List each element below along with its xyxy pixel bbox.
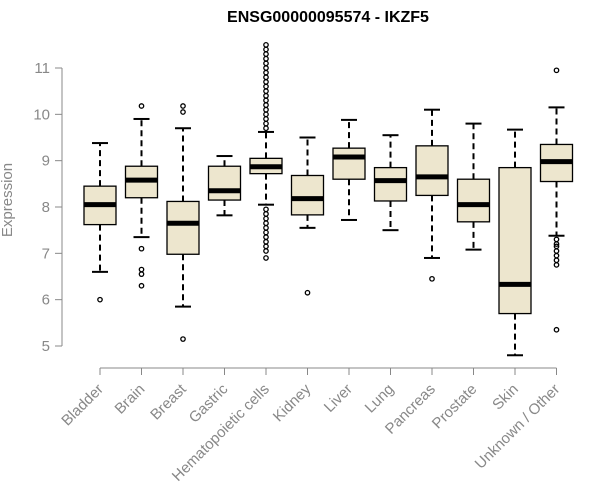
- outlier-point: [553, 67, 560, 74]
- box-lung: [373, 134, 408, 232]
- x-tick-label: Kidney: [270, 380, 315, 425]
- outlier-point: [138, 266, 145, 273]
- box-gastric: [207, 155, 242, 217]
- outlier-point: [263, 79, 269, 85]
- outlier-point: [263, 111, 269, 118]
- box-pancreas: [415, 108, 449, 282]
- box-breast: [166, 103, 200, 342]
- outlier-point: [138, 282, 145, 289]
- outlier-point: [263, 74, 269, 81]
- y-tick-label: 10: [33, 106, 50, 123]
- outlier-point: [553, 252, 560, 259]
- outlier-point: [553, 236, 560, 243]
- x-tick-label: Liver: [321, 381, 356, 416]
- outlier-point: [263, 125, 269, 132]
- plot-area: [83, 41, 574, 357]
- outlier-point: [138, 271, 145, 278]
- outlier-point: [263, 97, 269, 104]
- box-hematopoietic-cells: [249, 41, 283, 261]
- outlier-point: [553, 262, 560, 268]
- outlier-point: [97, 296, 103, 303]
- outlier-point: [263, 46, 269, 53]
- outlier-point: [263, 88, 269, 95]
- y-tick-label: 9: [42, 153, 50, 170]
- y-tick-label: 8: [42, 199, 50, 216]
- outlier-point: [263, 229, 269, 236]
- outlier-point: [263, 55, 269, 62]
- outlier-point: [553, 248, 560, 254]
- outlier-point: [553, 241, 560, 247]
- iqr-box: [498, 166, 532, 315]
- x-tick-label: Breast: [147, 380, 190, 423]
- chart-title: ENSG00000095574 - IKZF5: [227, 9, 429, 26]
- y-tick-label: 5: [42, 338, 50, 355]
- y-tick-label: 6: [42, 292, 50, 309]
- outlier-point: [263, 92, 269, 99]
- iqr-box: [166, 200, 200, 255]
- box-liver: [332, 118, 366, 221]
- outlier-point: [263, 69, 269, 76]
- iqr-box: [456, 178, 491, 223]
- iqr-box: [290, 174, 325, 216]
- outlier-point: [263, 211, 269, 217]
- box-kidney: [290, 136, 325, 296]
- x-tick-label: Skin: [489, 381, 522, 414]
- outlier-point: [263, 102, 269, 108]
- x-tick-label: Brain: [112, 381, 149, 418]
- iqr-box: [415, 145, 449, 197]
- outlier-point: [263, 120, 269, 127]
- outlier-point: [263, 243, 269, 250]
- outlier-point: [553, 257, 560, 264]
- box-prostate: [456, 122, 491, 251]
- outlier-point: [180, 336, 186, 342]
- y-tick-label: 11: [34, 60, 50, 77]
- outlier-point: [180, 103, 186, 109]
- outlier-point: [263, 255, 269, 261]
- box-brain: [124, 103, 159, 289]
- outlier-point: [263, 248, 269, 254]
- outlier-point: [429, 275, 435, 282]
- box-bladder: [83, 142, 117, 303]
- outlier-point: [304, 289, 311, 296]
- outlier-point: [263, 234, 269, 240]
- outlier-point: [263, 60, 269, 67]
- outlier-point: [263, 51, 269, 57]
- outlier-point: [263, 65, 269, 71]
- iqr-box: [332, 147, 366, 180]
- outlier-point: [180, 109, 186, 115]
- outlier-point: [263, 116, 269, 122]
- y-axis-label: Expression: [0, 163, 16, 237]
- y-axis: 5 6 7 8 9 10 11: [33, 60, 63, 355]
- outlier-point: [263, 225, 269, 231]
- outlier-point: [263, 41, 269, 48]
- outlier-point: [138, 245, 145, 252]
- x-tick-label: Prostate: [429, 381, 481, 433]
- outlier-point: [263, 106, 269, 113]
- iqr-box: [207, 165, 242, 201]
- box-unknown-other: [539, 67, 574, 333]
- outlier-point: [263, 215, 269, 222]
- outlier-point: [263, 83, 269, 90]
- outlier-point: [553, 326, 560, 333]
- outlier-point: [138, 103, 145, 109]
- x-tick-label: Bladder: [58, 381, 107, 430]
- outlier-point: [263, 238, 269, 245]
- iqr-box: [373, 166, 408, 202]
- y-tick-label: 7: [42, 245, 50, 262]
- box-skin: [498, 128, 532, 357]
- outlier-point: [263, 206, 269, 213]
- x-tick-label: Lung: [362, 381, 398, 417]
- outlier-point: [263, 220, 269, 227]
